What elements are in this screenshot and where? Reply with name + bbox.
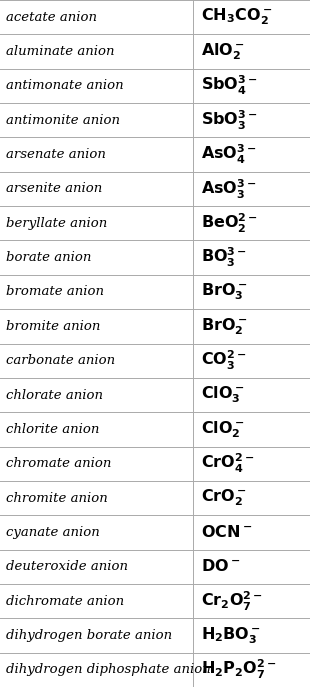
Text: cyanate anion: cyanate anion <box>6 526 99 539</box>
Text: $\mathbf{OCN^-}$: $\mathbf{OCN^-}$ <box>201 524 252 541</box>
Text: $\mathbf{BO_3^{3-}}$: $\mathbf{BO_3^{3-}}$ <box>201 246 247 269</box>
Text: chromate anion: chromate anion <box>6 458 111 470</box>
Text: chromite anion: chromite anion <box>6 492 107 504</box>
Text: $\mathbf{Cr_2O_7^{2-}}$: $\mathbf{Cr_2O_7^{2-}}$ <box>201 589 263 613</box>
Text: $\mathbf{SbO_4^{3-}}$: $\mathbf{SbO_4^{3-}}$ <box>201 74 258 98</box>
Text: $\mathbf{CO_3^{2-}}$: $\mathbf{CO_3^{2-}}$ <box>201 349 246 372</box>
Text: acetate anion: acetate anion <box>6 11 97 23</box>
Text: arsenate anion: arsenate anion <box>6 148 105 161</box>
Text: antimonite anion: antimonite anion <box>6 114 120 126</box>
Text: beryllate anion: beryllate anion <box>6 217 107 229</box>
Text: chlorite anion: chlorite anion <box>6 423 99 436</box>
Text: dihydrogen diphosphate anion: dihydrogen diphosphate anion <box>6 664 210 676</box>
Text: antimonate anion: antimonate anion <box>6 80 123 92</box>
Text: $\mathbf{H_2P_2O_7^{2-}}$: $\mathbf{H_2P_2O_7^{2-}}$ <box>201 658 277 682</box>
Text: $\mathbf{ClO_2^-}$: $\mathbf{ClO_2^-}$ <box>201 419 244 440</box>
Text: $\mathbf{H_2BO_3^-}$: $\mathbf{H_2BO_3^-}$ <box>201 625 261 646</box>
Text: dichromate anion: dichromate anion <box>6 595 124 607</box>
Text: $\mathbf{BeO_2^{2-}}$: $\mathbf{BeO_2^{2-}}$ <box>201 212 258 235</box>
Text: $\mathbf{BrO_2^-}$: $\mathbf{BrO_2^-}$ <box>201 316 247 337</box>
Text: $\mathbf{CH_3CO_2^-}$: $\mathbf{CH_3CO_2^-}$ <box>201 7 272 27</box>
Text: aluminate anion: aluminate anion <box>6 45 114 58</box>
Text: $\mathbf{BrO_3^-}$: $\mathbf{BrO_3^-}$ <box>201 282 247 302</box>
Text: $\mathbf{AsO_4^{3-}}$: $\mathbf{AsO_4^{3-}}$ <box>201 143 257 166</box>
Text: dihydrogen borate anion: dihydrogen borate anion <box>6 629 172 642</box>
Text: deuteroxide anion: deuteroxide anion <box>6 561 128 573</box>
Text: $\mathbf{AlO_2^-}$: $\mathbf{AlO_2^-}$ <box>201 41 245 62</box>
Text: arsenite anion: arsenite anion <box>6 183 102 195</box>
Text: $\mathbf{CrO_2^-}$: $\mathbf{CrO_2^-}$ <box>201 488 246 508</box>
Text: $\mathbf{CrO_4^{2-}}$: $\mathbf{CrO_4^{2-}}$ <box>201 452 255 475</box>
Text: $\mathbf{SbO_3^{3-}}$: $\mathbf{SbO_3^{3-}}$ <box>201 109 258 132</box>
Text: bromite anion: bromite anion <box>6 320 100 333</box>
Text: $\mathbf{AsO_3^{3-}}$: $\mathbf{AsO_3^{3-}}$ <box>201 177 257 201</box>
Text: carbonate anion: carbonate anion <box>6 354 115 367</box>
Text: $\mathbf{ClO_3^-}$: $\mathbf{ClO_3^-}$ <box>201 385 244 405</box>
Text: chlorate anion: chlorate anion <box>6 389 103 401</box>
Text: borate anion: borate anion <box>6 251 91 264</box>
Text: $\mathbf{DO^-}$: $\mathbf{DO^-}$ <box>201 559 240 575</box>
Text: bromate anion: bromate anion <box>6 286 104 298</box>
